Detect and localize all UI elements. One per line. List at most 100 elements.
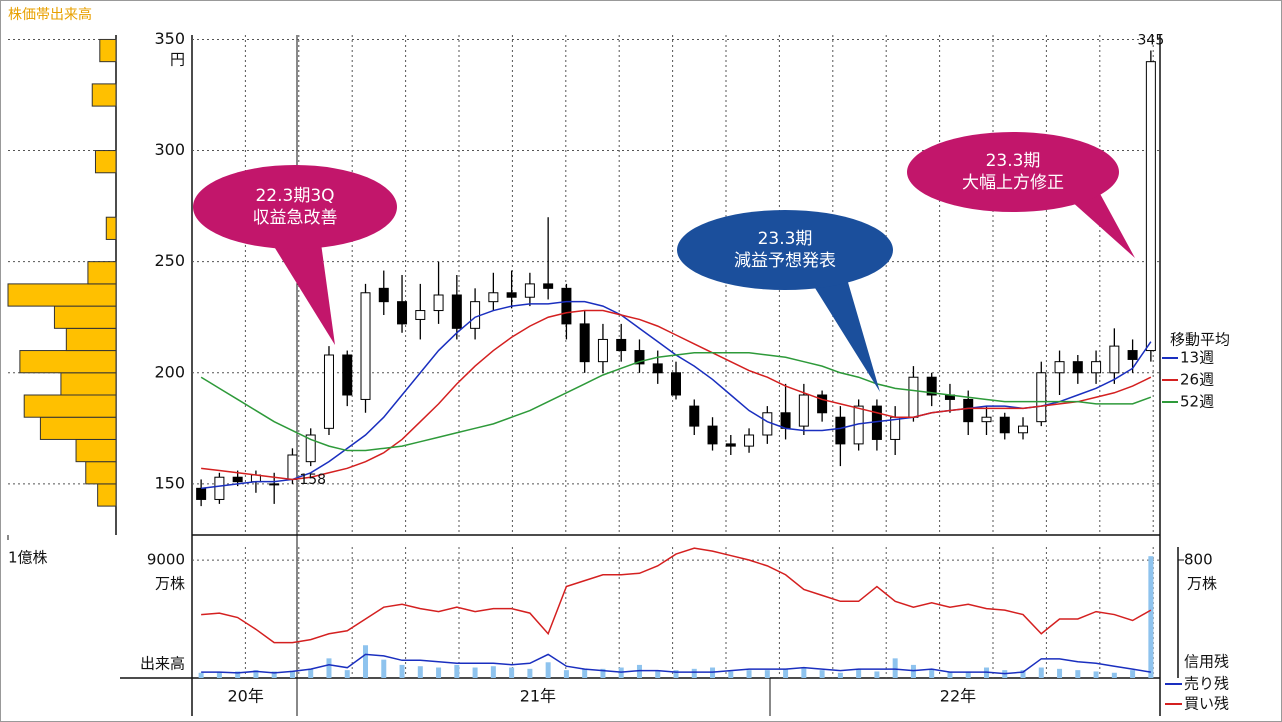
hist-bar xyxy=(60,372,117,396)
volume-bar xyxy=(783,668,789,678)
volume-bar xyxy=(381,659,387,678)
volume-bar xyxy=(198,672,204,678)
candle-body xyxy=(433,294,444,312)
margin-line xyxy=(201,653,1151,675)
volume-bar xyxy=(417,666,423,678)
volume-bar xyxy=(509,667,515,678)
hist-bar xyxy=(87,261,117,285)
candle-body xyxy=(1145,61,1156,352)
callout-text: 22.3期3Q xyxy=(255,186,334,206)
volume-bar xyxy=(1057,668,1063,678)
volume-bar xyxy=(874,671,880,678)
volume-bar xyxy=(910,664,916,678)
volume-bar xyxy=(728,671,734,678)
volume-bar xyxy=(399,664,405,678)
candle-body xyxy=(287,454,298,480)
volume-bar xyxy=(563,670,569,678)
hist-title: 株価帯出来高 xyxy=(8,6,92,23)
volume-bar xyxy=(746,670,752,678)
y2-label: 信用残 xyxy=(1184,653,1229,671)
candle-body xyxy=(1127,350,1138,360)
volume-bar xyxy=(600,668,606,678)
candle-body xyxy=(415,310,426,320)
volume-bar xyxy=(253,670,259,678)
candle-body xyxy=(963,398,974,423)
volume-bar xyxy=(764,670,770,678)
vol-label: 出来高 xyxy=(140,655,185,673)
volume-bar xyxy=(892,658,898,678)
volume-bar xyxy=(1075,670,1081,678)
volume-bar xyxy=(837,672,843,678)
vol-unit: 万株 xyxy=(155,575,185,593)
volume-bar xyxy=(490,666,496,678)
volume-bar xyxy=(1111,672,1117,678)
y2-unit: 万株 xyxy=(1187,575,1217,593)
candle-body xyxy=(616,338,627,352)
candle-body xyxy=(579,323,590,363)
volume-bar xyxy=(472,667,478,678)
hist-bar xyxy=(97,483,117,507)
x-tick-label: 1億株 xyxy=(8,549,48,567)
candle-body xyxy=(652,363,663,374)
volume-bar xyxy=(929,668,935,678)
legend-label: 売り残 xyxy=(1184,675,1229,693)
candle-body xyxy=(981,416,992,423)
volume-bar xyxy=(655,670,661,678)
candle-body xyxy=(1072,361,1083,374)
candle-body xyxy=(543,283,554,289)
y-tick-label: 9000 xyxy=(147,551,185,569)
hist-bar xyxy=(65,327,117,352)
candle-body xyxy=(524,283,535,298)
x-tick-label: 20年 xyxy=(227,687,263,706)
candle-body xyxy=(1054,361,1065,374)
volume-bar xyxy=(856,668,862,678)
margin-line xyxy=(201,547,1152,644)
candle-body xyxy=(999,416,1010,434)
volume-bar xyxy=(235,671,241,678)
candle-body xyxy=(1091,361,1102,374)
candle-body xyxy=(817,394,828,414)
hist-bar xyxy=(7,283,117,307)
volume-bar xyxy=(801,667,807,678)
callout-text: 23.3期 xyxy=(986,151,1041,171)
volume-bar xyxy=(454,664,460,678)
volume-bar xyxy=(819,670,825,678)
candle-body xyxy=(1018,425,1029,434)
candle-body xyxy=(305,434,316,463)
high-label: 345 xyxy=(1138,33,1165,49)
volume-bar xyxy=(363,645,369,678)
callout-text: 大幅上方修正 xyxy=(962,173,1064,193)
volume-bar xyxy=(545,662,551,678)
callout-tail xyxy=(810,272,880,392)
candle-body xyxy=(707,425,718,445)
volume-bar xyxy=(436,667,442,678)
hist-bar xyxy=(23,394,117,418)
candle-body xyxy=(1109,345,1120,374)
legend-label: 52週 xyxy=(1180,393,1214,411)
candle-body xyxy=(232,476,243,483)
callout xyxy=(677,210,893,290)
hist-bar xyxy=(99,38,117,63)
legend-label: 13週 xyxy=(1180,349,1214,367)
candle-body xyxy=(926,376,937,396)
volume-bar xyxy=(1130,670,1136,678)
candle-body xyxy=(214,476,225,500)
candle-body xyxy=(689,405,700,427)
y-tick-label: 200 xyxy=(154,362,185,381)
volume-bar xyxy=(326,658,332,678)
candle-body xyxy=(671,372,681,396)
volume-bar xyxy=(527,668,533,678)
volume-bar xyxy=(216,672,222,678)
candle-body xyxy=(1036,372,1047,423)
ma-line xyxy=(200,352,1152,452)
candle-body xyxy=(835,416,846,445)
x-tick-label: 22年 xyxy=(940,687,976,706)
legend-label: 買い残 xyxy=(1184,695,1229,713)
candle-body xyxy=(725,443,736,447)
callout-text: 収益急改善 xyxy=(253,208,338,228)
volume-bar xyxy=(947,671,953,678)
candle-body xyxy=(762,412,773,436)
candle-body xyxy=(360,292,371,400)
candle-body xyxy=(506,292,517,298)
candle-body xyxy=(744,434,755,447)
